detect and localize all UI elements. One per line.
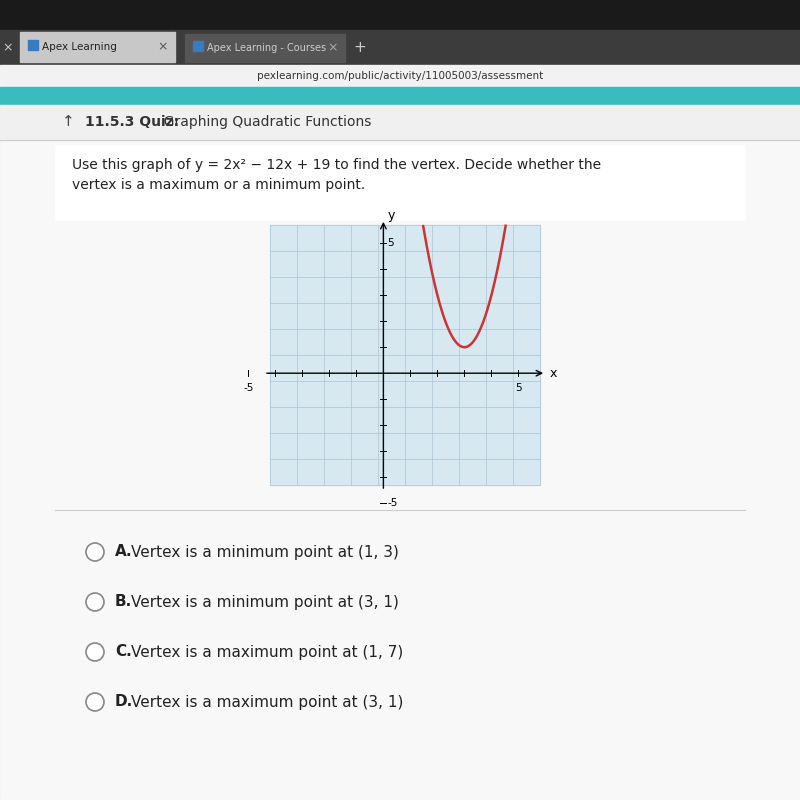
Text: 11.5.3 Quiz:: 11.5.3 Quiz: [85, 115, 179, 129]
Text: ×: × [2, 42, 14, 54]
Text: ×: × [158, 41, 168, 54]
Text: +: + [354, 41, 366, 55]
Circle shape [86, 543, 104, 561]
Bar [20, 32, 175, 62]
Text: vertex is a maximum or a minimum point.: vertex is a maximum or a minimum point. [72, 178, 366, 192]
Text: Vertex is a minimum point at (3, 1): Vertex is a minimum point at (3, 1) [131, 594, 399, 610]
Text: D.: D. [115, 694, 134, 710]
Circle shape [86, 643, 104, 661]
Bar [0, 105, 800, 800]
Text: -5: -5 [387, 498, 398, 508]
Bar [0, 0, 800, 30]
Text: Vertex is a maximum point at (1, 7): Vertex is a maximum point at (1, 7) [131, 645, 403, 659]
Text: Vertex is a maximum point at (3, 1): Vertex is a maximum point at (3, 1) [131, 694, 403, 710]
Text: x: x [550, 366, 558, 380]
Text: B.: B. [115, 594, 132, 610]
Bar [0, 30, 800, 65]
Text: Apex Learning - Courses: Apex Learning - Courses [207, 43, 326, 53]
Text: pexlearning.com/public/activity/11005003/assessment: pexlearning.com/public/activity/11005003… [257, 71, 543, 81]
Text: 5: 5 [515, 383, 522, 393]
Bar [0, 87, 800, 105]
Bar [55, 145, 745, 220]
Text: y: y [387, 209, 394, 222]
Text: -5: -5 [243, 383, 254, 393]
Text: ↑: ↑ [62, 114, 74, 130]
Circle shape [86, 693, 104, 711]
Text: A.: A. [115, 545, 133, 559]
Text: ×: × [328, 42, 338, 54]
Bar [0, 105, 800, 140]
Text: Apex Learning: Apex Learning [42, 42, 117, 52]
Bar [0, 65, 800, 87]
Text: C.: C. [115, 645, 132, 659]
Bar [28, 40, 38, 50]
Bar [193, 41, 203, 51]
Text: Vertex is a minimum point at (1, 3): Vertex is a minimum point at (1, 3) [131, 545, 399, 559]
Text: Graphing Quadratic Functions: Graphing Quadratic Functions [155, 115, 371, 129]
Bar [185, 34, 345, 62]
Bar [0, 105, 800, 800]
Bar [270, 225, 540, 485]
Circle shape [86, 593, 104, 611]
Text: Use this graph of y = 2x² − 12x + 19 to find the vertex. Decide whether the: Use this graph of y = 2x² − 12x + 19 to … [72, 158, 601, 172]
Text: 5: 5 [387, 238, 394, 248]
